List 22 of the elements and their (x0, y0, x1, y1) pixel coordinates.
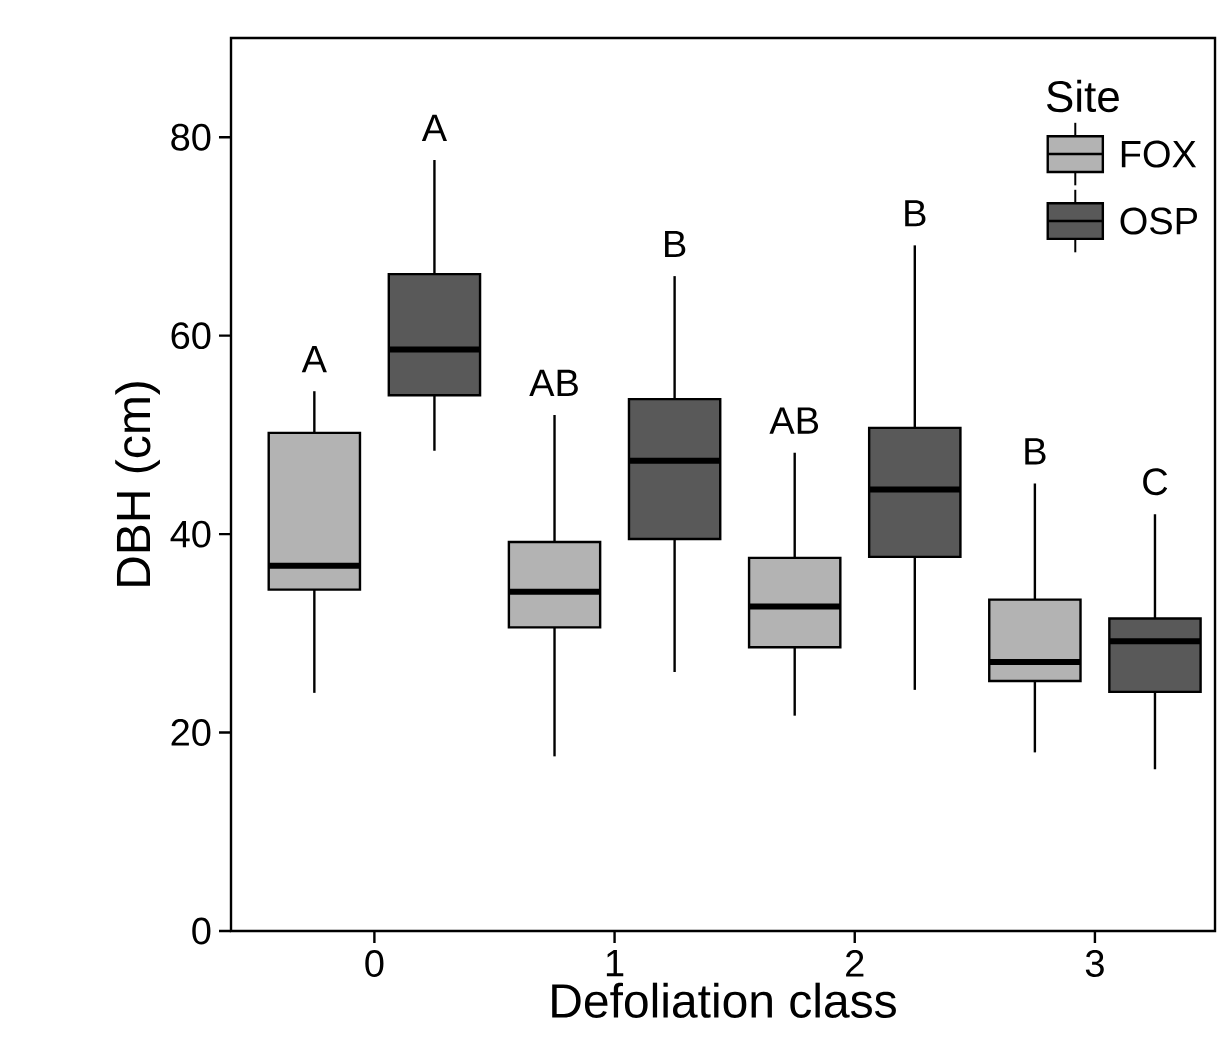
legend-label: OSP (1120, 207, 1198, 235)
annotation: A (301, 346, 327, 373)
annotation: AB (529, 369, 578, 396)
y-tick-label: 40 (170, 520, 211, 548)
x-tick-label: 0 (365, 950, 384, 977)
legend-title: Site (1046, 79, 1119, 113)
annotation: B (1025, 438, 1046, 465)
annotation: B (905, 200, 926, 227)
legend-label: FOX (1121, 140, 1197, 168)
annotation: A (421, 114, 448, 141)
x-tick-label: 1 (606, 950, 624, 977)
annotation: AB (769, 407, 819, 434)
x-axis-title: Defoliation class (552, 982, 896, 1018)
x-tick-label: 3 (1085, 950, 1104, 977)
y-tick-label: 0 (192, 917, 211, 945)
y-tick-label: 60 (171, 322, 211, 350)
annotation: B (665, 230, 686, 258)
annotation: C (1143, 468, 1168, 496)
y-tick-label: 80 (171, 123, 211, 151)
x-tick-label: 2 (846, 950, 864, 977)
y-axis-title: DBH (cm) (115, 382, 160, 586)
y-tick-label: 20 (171, 719, 211, 746)
